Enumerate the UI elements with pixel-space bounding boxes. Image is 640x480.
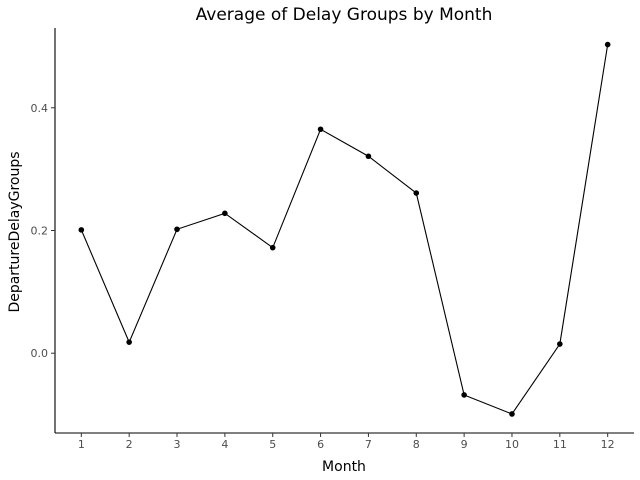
series-line [80, 44, 609, 415]
x-tick-label: 11 [553, 438, 567, 451]
x-tick-label: 2 [126, 438, 133, 451]
y-tick-label: 0.0 [31, 347, 49, 360]
x-tick-label: 12 [601, 438, 615, 451]
data-point [557, 341, 563, 347]
axes [54, 28, 634, 434]
data-point [78, 227, 85, 233]
ticks: 1 2 3 4 5 6 7 8 9 10 11 120.00.20.4 [31, 102, 615, 451]
data-point [174, 226, 180, 233]
y-axis-title: DepartureDelayGroups [7, 151, 23, 312]
x-tick-label: 5 [269, 438, 276, 451]
data-point [126, 339, 132, 345]
chart-title: Average of Delay Groups by Month [196, 5, 493, 25]
data-point [461, 392, 467, 398]
data-point [317, 126, 324, 133]
data-point [604, 41, 611, 48]
series-layer [78, 41, 611, 417]
x-tick-label: 6 [317, 438, 324, 451]
y-tick-label: 0.4 [31, 102, 49, 115]
data-point [269, 244, 276, 251]
x-tick-label: 3 [174, 438, 181, 451]
y-tick-label: 0.2 [31, 225, 49, 238]
data-point [222, 210, 228, 217]
x-axis-title: Month [322, 459, 366, 475]
x-tick-label: 7 [365, 438, 372, 451]
x-tick-label: 8 [413, 438, 420, 451]
x-tick-label: 10 [505, 438, 519, 451]
data-point [509, 411, 515, 417]
x-tick-label: 4 [221, 438, 228, 451]
data-point [413, 190, 420, 196]
data-point [365, 153, 372, 160]
x-tick-label: 1 [78, 438, 85, 451]
x-tick-label: 9 [461, 438, 468, 451]
